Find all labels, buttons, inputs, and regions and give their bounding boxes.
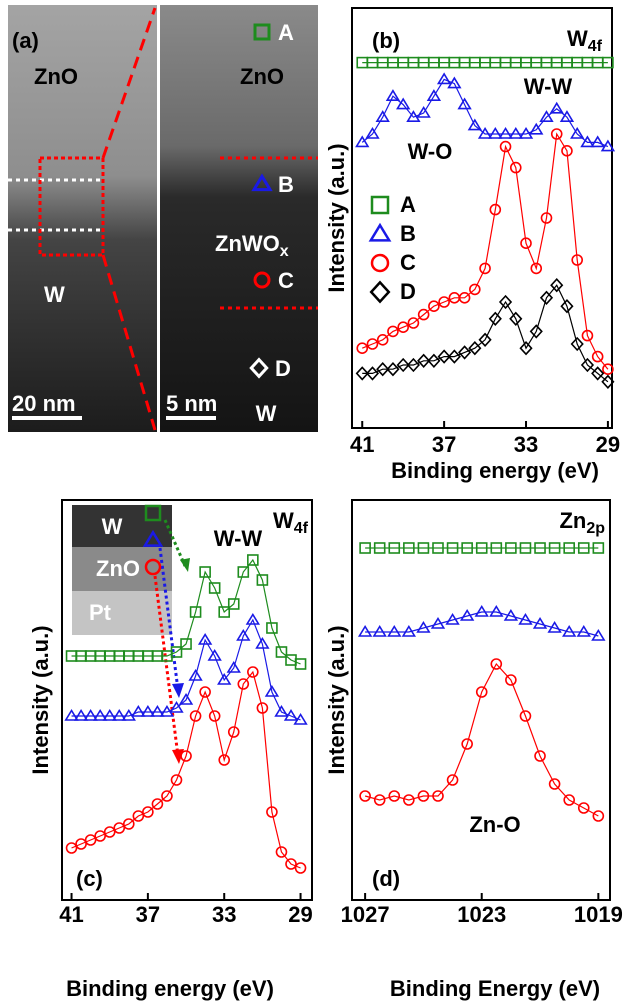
site-label: D — [275, 356, 291, 381]
layer-label: ZnO — [96, 556, 140, 581]
annotation-main: W — [567, 26, 588, 51]
annotation-main: W-W — [524, 74, 573, 99]
x-tick-label: 37 — [136, 902, 160, 927]
x-tick-label: 37 — [432, 432, 456, 457]
legend-label: D — [400, 279, 416, 304]
x-axis-label: Binding energy (eV) — [66, 976, 274, 1001]
annotation-main: W-W — [214, 526, 263, 551]
x-axis-label: Binding Energy (eV) — [390, 976, 600, 1001]
legend-label: C — [400, 250, 416, 275]
annotation: W-W — [524, 74, 573, 99]
data-point — [592, 137, 604, 147]
annotation-sub: 2p — [586, 520, 605, 537]
data-point — [490, 129, 502, 139]
arrow-head — [172, 683, 184, 698]
data-point — [476, 607, 488, 617]
data-point — [510, 129, 522, 139]
site-label: C — [278, 268, 294, 293]
annotation: W-O — [408, 139, 453, 164]
annotation: W4f — [273, 508, 309, 537]
site-label: B — [278, 172, 294, 197]
layer-label-main: ZnWO — [215, 231, 280, 256]
annotation-main: W — [273, 508, 294, 533]
layer-label: W — [44, 282, 65, 307]
data-point — [500, 129, 512, 139]
figure: (a)ZnOW20 nm5 nmZnOZnWOxWABCDWZnOPt41373… — [0, 0, 640, 1008]
x-tick-label: 1023 — [457, 902, 506, 927]
annotation-main: Zn — [559, 508, 586, 533]
data-point — [359, 627, 371, 637]
x-axis-label: Binding energy (eV) — [391, 458, 599, 483]
x-tick-label: 41 — [350, 432, 374, 457]
layer-label: W — [102, 514, 123, 539]
layer-label: ZnO — [34, 64, 78, 89]
tem-right — [160, 5, 318, 432]
tem-left — [8, 5, 157, 432]
x-tick-label: 1019 — [574, 902, 623, 927]
spectrum-line — [72, 672, 301, 868]
scale-label: 20 nm — [12, 391, 76, 416]
panel-label: (d) — [372, 866, 400, 891]
y-axis-label: Intensity (a.u.) — [324, 143, 349, 292]
y-axis-label: Intensity (a.u.) — [28, 625, 53, 774]
panel-label: (b) — [372, 28, 400, 53]
annotation: W-W — [214, 526, 263, 551]
legend-marker — [372, 255, 388, 271]
x-tick-label: 33 — [212, 902, 236, 927]
inset — [72, 505, 190, 764]
y-axis-label: Intensity (a.u.) — [324, 625, 349, 774]
data-point — [389, 627, 401, 637]
annotation-sub: 4f — [294, 520, 309, 537]
panel-label: (a) — [12, 28, 39, 53]
scale-label: 5 nm — [166, 391, 217, 416]
legend-label: A — [400, 192, 416, 217]
annotation: Zn2p — [559, 508, 605, 537]
x-tick-label: 29 — [288, 902, 312, 927]
panel-label: (c) — [76, 866, 103, 891]
data-point — [578, 627, 590, 637]
x-tick-label: 1027 — [341, 902, 390, 927]
layer-label-sub: x — [280, 243, 289, 260]
layer-label: W — [256, 401, 277, 426]
x-tick-label: 29 — [596, 432, 620, 457]
legend-marker — [371, 282, 389, 301]
annotation-sub: 4f — [588, 38, 603, 55]
annotation-main: Zn-O — [469, 812, 520, 837]
plot-frame — [352, 500, 610, 900]
layer-label: Pt — [89, 600, 112, 625]
legend-label: B — [400, 221, 416, 246]
legend-marker — [371, 225, 389, 240]
arrow-head — [180, 558, 190, 572]
legend-marker — [372, 197, 388, 213]
data-point — [491, 607, 503, 617]
annotation: W4f — [567, 26, 603, 55]
layer-pt — [72, 591, 172, 635]
x-tick-label: 33 — [514, 432, 538, 457]
arrow-head — [172, 749, 184, 764]
layer-label: ZnO — [240, 64, 284, 89]
annotation: Zn-O — [469, 812, 520, 837]
x-tick-label: 41 — [59, 902, 83, 927]
site-label: A — [278, 20, 294, 45]
annotation-main: W-O — [408, 139, 453, 164]
data-point — [438, 74, 450, 84]
data-point — [374, 627, 386, 637]
